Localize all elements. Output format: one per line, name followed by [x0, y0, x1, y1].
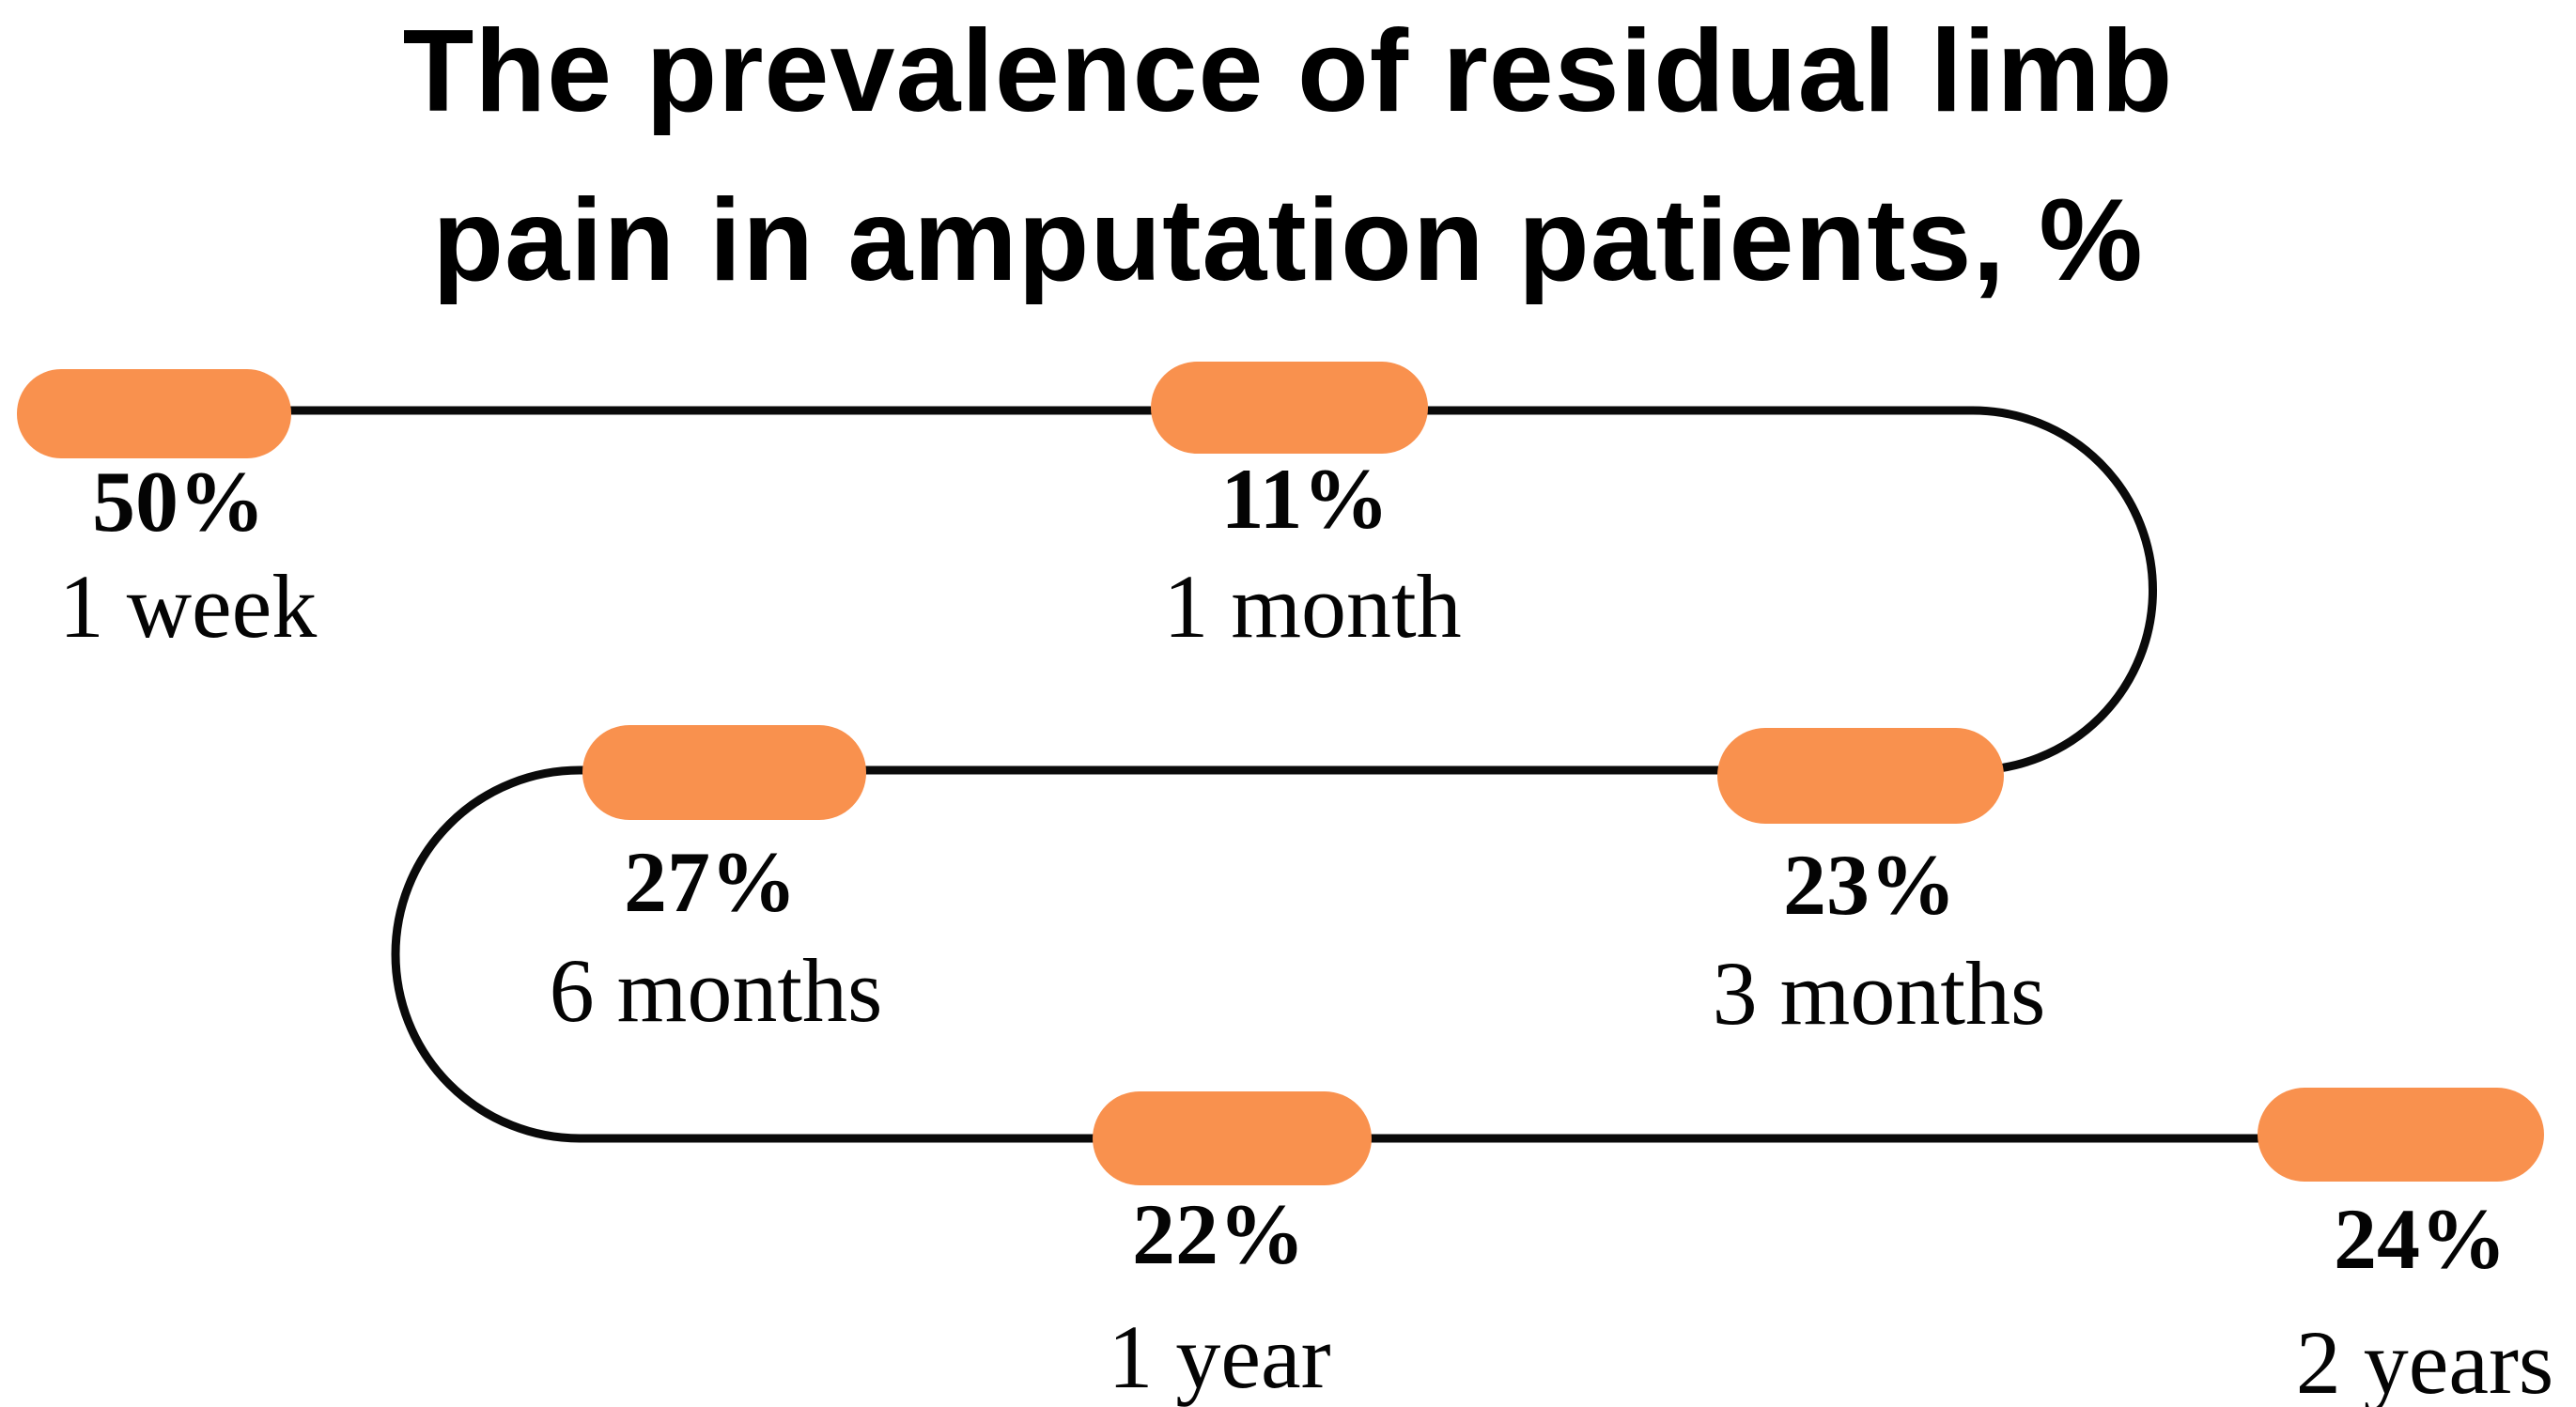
milestone-label-3-months: 3 months [1713, 943, 2046, 1044]
milestone-pill-1-week [17, 369, 291, 458]
milestone-label-2-years: 2 years [2296, 1312, 2554, 1407]
milestone-value-1-week: 50% [92, 454, 265, 549]
milestone-label-1-week: 1 week [59, 556, 318, 657]
milestone-label-6-months: 6 months [550, 940, 883, 1041]
milestone-pill-2-years [2258, 1088, 2544, 1182]
milestone-pill-1-year [1093, 1091, 1372, 1185]
timeline-path [154, 406, 2400, 1143]
milestone-value-3-months: 23% [1783, 837, 1956, 933]
milestone-pill-6-months [582, 725, 866, 820]
milestone-value-2-years: 24% [2334, 1191, 2506, 1287]
milestone-label-1-month: 1 month [1163, 556, 1461, 657]
diagram-title-line-2: pain in amputation patients, % [432, 176, 2143, 305]
milestone-pill-1-month [1151, 362, 1428, 454]
milestone-value-1-year: 22% [1132, 1186, 1305, 1282]
milestone-label-1-year: 1 year [1108, 1306, 1330, 1407]
diagram-title-line-1: The prevalence of residual limb [403, 7, 2174, 136]
milestone-value-6-months: 27% [624, 834, 797, 930]
milestone-value-1-month: 11% [1221, 451, 1389, 547]
milestone-pill-3-months [1717, 728, 2004, 824]
